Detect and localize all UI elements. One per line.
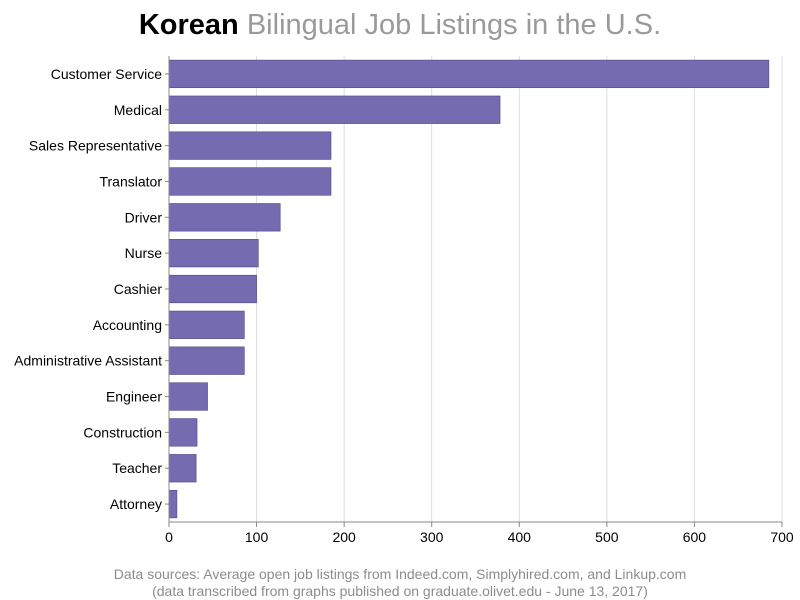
x-tick-label: 0 (165, 529, 173, 545)
category-label: Driver (125, 209, 163, 225)
bar-customer-service (168, 59, 770, 89)
bar-engineer (168, 382, 208, 411)
category-label: Cashier (114, 281, 163, 297)
bar-teacher (168, 454, 197, 483)
x-tick-label: 100 (245, 529, 269, 545)
category-label: Engineer (106, 389, 162, 405)
chart-title-language: Korean (138, 9, 239, 41)
bars (168, 59, 770, 519)
category-label: Attorney (110, 496, 162, 512)
bar-driver (168, 203, 281, 232)
category-label: Customer Service (51, 66, 162, 82)
axes (165, 56, 783, 527)
category-label: Construction (83, 424, 162, 440)
x-tick-label: 200 (332, 529, 356, 545)
bar-accounting (168, 310, 245, 339)
bar-nurse (168, 239, 259, 268)
category-label: Teacher (112, 460, 162, 476)
category-label: Translator (99, 173, 162, 189)
category-label: Sales Representative (29, 138, 162, 154)
chart-title-rest: Bilingual Job Listings in the U.S. (246, 9, 662, 41)
bar-administrative-assistant (168, 346, 245, 375)
chart-title: Korean Bilingual Job Listings in the U.S… (0, 6, 800, 44)
category-label: Administrative Assistant (14, 353, 162, 369)
gridlines (256, 56, 783, 522)
bar-medical (168, 95, 501, 124)
category-label: Nurse (125, 245, 163, 261)
transcription-note: (data transcribed from graphs published … (152, 583, 648, 599)
category-label: Medical (114, 102, 162, 118)
bar-sales-representative (168, 131, 332, 160)
x-tick-label: 500 (595, 529, 619, 545)
x-tick-label: 700 (770, 529, 794, 545)
bar-attorney (168, 489, 178, 519)
x-tick-label: 600 (683, 529, 707, 545)
data-sources-note: Data sources: Average open job listings … (113, 566, 687, 582)
category-label: Accounting (93, 317, 162, 333)
x-tick-labels: 0 100 200 300 400 500 600 700 (165, 529, 794, 545)
x-tick-label: 300 (420, 529, 444, 545)
x-tick-label: 400 (508, 529, 532, 545)
bar-cashier (168, 274, 257, 304)
bar-construction (168, 418, 198, 447)
category-labels: Customer Service Medical Sales Representat… (14, 66, 162, 512)
bar-translator (168, 167, 332, 196)
